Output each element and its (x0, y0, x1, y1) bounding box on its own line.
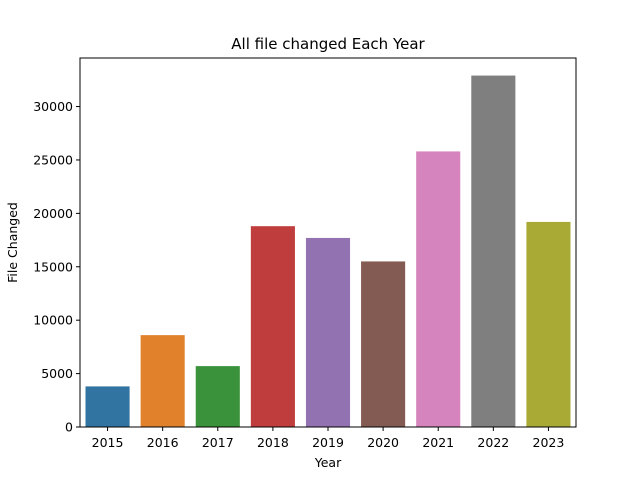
x-axis: 2015 2016 2017 2018 2019 2020 2021 2022 2023 (92, 427, 565, 450)
x-tick-label-2016: 2016 (147, 435, 179, 450)
y-tick-label-15000: 15000 (33, 259, 73, 274)
x-tick-label-2019: 2019 (312, 435, 344, 450)
bar-2023 (526, 221, 571, 427)
bar-2022 (471, 75, 516, 428)
x-tick-label-2022: 2022 (477, 435, 509, 450)
y-axis-label: File Changed (5, 202, 20, 283)
bar-2018 (250, 226, 295, 427)
y-tick-label-30000: 30000 (33, 99, 73, 114)
chart-title: All file changed Each Year (231, 35, 425, 53)
x-tick-label-2017: 2017 (202, 435, 234, 450)
y-axis: 0 5000 10000 15000 20000 25000 30000 (33, 99, 80, 435)
x-axis-label: Year (314, 455, 342, 470)
x-tick-label-2020: 2020 (367, 435, 399, 450)
y-tick-label-10000: 10000 (33, 313, 73, 328)
y-tick-label-0: 0 (65, 420, 73, 435)
bar-2017 (195, 366, 240, 427)
y-tick-label-25000: 25000 (33, 152, 73, 167)
y-tick-label-20000: 20000 (33, 206, 73, 221)
x-tick-label-2018: 2018 (257, 435, 289, 450)
plot-frame (79, 57, 577, 428)
x-tick-label-2015: 2015 (92, 435, 124, 450)
bar-2015 (85, 386, 130, 427)
bar-2016 (140, 335, 185, 427)
bar-2021 (416, 151, 461, 428)
bar-2020 (361, 261, 406, 427)
bars-group (85, 75, 571, 428)
x-tick-label-2023: 2023 (533, 435, 565, 450)
y-tick-label-5000: 5000 (41, 366, 73, 381)
x-tick-label-2021: 2021 (422, 435, 454, 450)
bar-2019 (305, 237, 351, 427)
